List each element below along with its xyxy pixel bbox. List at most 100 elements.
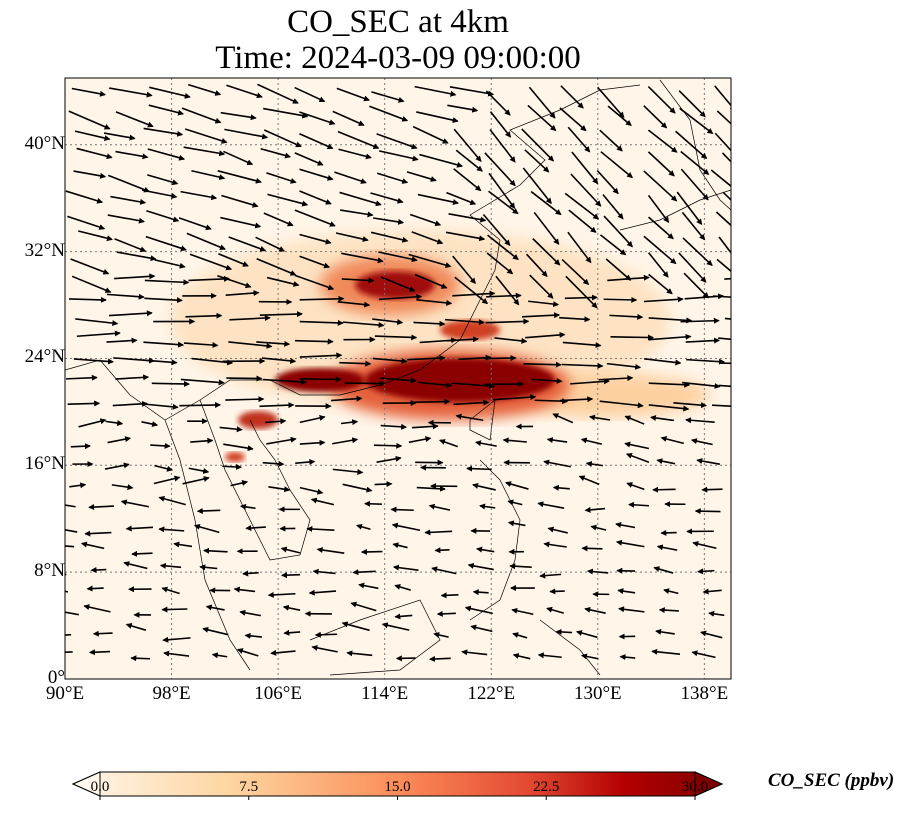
wind-arrow [196, 507, 221, 514]
wind-arrow [314, 631, 338, 638]
wind-arrow [570, 173, 602, 207]
wind-arrow [559, 396, 594, 403]
map-area [65, 78, 731, 679]
wind-arrow [524, 149, 550, 173]
wind-arrow [648, 404, 690, 412]
wind-arrow [702, 588, 722, 595]
wind-arrow [494, 337, 528, 344]
wind-arrow [183, 146, 226, 157]
wind-arrow [648, 381, 691, 388]
wind-arrow [339, 191, 382, 207]
colorbar-tick-label: 0.0 [90, 779, 110, 795]
plot-title-line1: CO_SEC at 4km [287, 4, 509, 40]
wind-arrow [532, 238, 561, 266]
wind-arrow [438, 439, 458, 448]
wind-arrow [530, 190, 562, 216]
wind-arrow [690, 438, 713, 446]
wind-arrow [658, 607, 679, 614]
wind-arrow [310, 497, 335, 506]
wind-arrow [440, 592, 459, 599]
colorbar-tick-label: 15.0 [384, 779, 411, 795]
wind-arrow [648, 317, 693, 324]
wind-arrow [522, 167, 552, 205]
colorbar-label: CO_SEC (ppbv) [768, 770, 895, 791]
wind-arrow [112, 400, 148, 407]
x-tick-label: 138°E [680, 683, 729, 704]
wind-arrow [603, 215, 633, 248]
wind-arrow [599, 400, 644, 409]
wind-arrow [598, 375, 634, 382]
wind-arrow [489, 129, 516, 163]
wind-arrow [584, 506, 606, 513]
wind-arrow [261, 357, 297, 364]
wind-arrow [694, 508, 721, 515]
wind-arrow [312, 568, 336, 575]
x-tick-label: 130°E [573, 683, 622, 704]
wind-arrow [474, 440, 497, 447]
wind-arrow [552, 484, 570, 491]
wind-arrow [259, 402, 295, 409]
wind-arrow [507, 499, 523, 506]
wind-arrow [245, 525, 266, 531]
wind-arrow [628, 501, 650, 508]
wind-arrow [605, 258, 632, 281]
wind-arrow [607, 274, 650, 282]
wind-arrow [105, 420, 124, 426]
wind-arrow [606, 362, 642, 370]
wind-arrow [295, 458, 316, 465]
wind-arrow [428, 503, 451, 511]
wind-arrow [656, 544, 678, 551]
wind-arrow [115, 150, 149, 160]
wind-arrow [180, 190, 218, 201]
y-tick-label: 32°N [24, 239, 65, 261]
wind-arrow [370, 192, 404, 204]
wind-arrow [678, 90, 706, 118]
wind-arrow [141, 403, 179, 410]
wind-arrow [65, 528, 78, 533]
wind-arrow [316, 547, 345, 554]
wind-arrow [180, 378, 225, 386]
wind-arrow [600, 151, 633, 179]
wind-arrow [660, 529, 677, 536]
wind-arrow [199, 564, 218, 571]
wind-arrow [700, 630, 723, 639]
wind-arrow [394, 584, 411, 591]
wind-arrow [461, 649, 488, 656]
wind-arrow [507, 520, 526, 527]
wind-arrow [337, 130, 380, 149]
wind-arrow [158, 495, 186, 506]
wind-arrow [701, 486, 723, 493]
wind-arrow [683, 272, 709, 299]
wind-arrow [92, 630, 113, 637]
wind-arrow [372, 318, 404, 326]
wind-arrow [676, 191, 703, 226]
wind-arrow [130, 655, 151, 662]
wind-arrow [454, 276, 489, 305]
wind-arrow [434, 547, 450, 554]
wind-arrow [111, 484, 134, 491]
wind-arrow [266, 436, 297, 445]
wind-arrow [482, 213, 511, 246]
wind-arrow [153, 475, 181, 485]
colorbar-tick-label: 7.5 [239, 779, 259, 795]
wind-arrow [308, 589, 337, 596]
wind-arrow [580, 437, 602, 445]
wind-arrow [144, 297, 183, 304]
wind-arrow [158, 526, 185, 533]
wind-arrow [150, 442, 171, 449]
wind-arrow [408, 436, 432, 444]
y-tick-label: 0° [47, 667, 65, 688]
wind-arrow [352, 569, 376, 576]
plot-title-line2: Time: 2024-03-09 09:00:00 [215, 40, 581, 76]
wind-arrow [509, 563, 532, 570]
wind-arrow [372, 217, 405, 225]
wind-arrow [485, 90, 511, 116]
wind-arrow [267, 193, 309, 207]
wind-arrow [162, 636, 191, 643]
wind-arrow [436, 610, 456, 617]
wind-arrow [203, 547, 228, 554]
colorbar-min-extend [71, 771, 101, 797]
wind-arrow [331, 395, 363, 402]
wind-arrow [414, 273, 448, 289]
wind-arrow [71, 87, 106, 97]
